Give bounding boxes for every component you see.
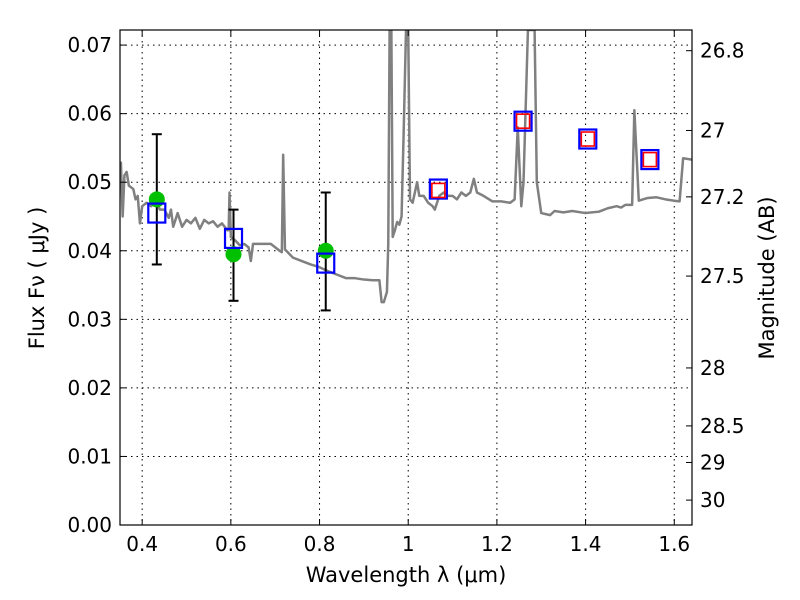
model-point [223, 227, 244, 250]
x-tick-label: 1.6 [658, 532, 690, 556]
right-tick-label: 29 [700, 450, 725, 474]
x-tick-label: 0.8 [304, 532, 336, 556]
plot-area [120, 30, 692, 312]
x-axis-label: Wavelength λ (μm) [306, 563, 507, 587]
model2-point [580, 131, 596, 147]
right-axis-label: Magnitude (AB) [755, 196, 779, 359]
y-tick-label: 0.05 [67, 170, 112, 194]
y-tick-label: 0.00 [67, 513, 112, 537]
x-tick-label: 1.2 [481, 532, 513, 556]
right-tick-label: 27.2 [700, 185, 745, 209]
right-tick-label: 28 [700, 356, 725, 380]
model-point [428, 178, 448, 200]
plot-frame [119, 29, 693, 526]
model2-point [642, 151, 658, 168]
model-point [578, 128, 598, 150]
x-tick-label: 0.4 [126, 532, 158, 556]
x-tick-label: 1.4 [570, 532, 602, 556]
model-point [640, 148, 660, 171]
y-tick-label: 0.03 [67, 307, 112, 331]
observed-point [148, 191, 165, 208]
observed-point [225, 246, 242, 263]
right-tick-label: 28.5 [700, 414, 745, 438]
right-tick-label: 30 [700, 488, 725, 512]
y-tick-label: 0.04 [67, 239, 112, 263]
right-tick-label: 26.8 [700, 39, 745, 63]
model-point [513, 110, 533, 132]
model2-point [431, 182, 446, 199]
axes: 0.4 0.6 0.8 1 1.2 1.4 1.6 0.00 0.01 0.02 0.03 0.04 0… [67, 30, 745, 556]
right-tick-label: 27.5 [700, 264, 745, 288]
right-tick-label: 27 [700, 118, 725, 142]
model-point [316, 252, 336, 274]
y-tick-label: 0.02 [67, 376, 112, 400]
model2-point [515, 113, 531, 129]
x-tick-label: 0.6 [215, 532, 247, 556]
spectrum-line [120, 30, 692, 304]
model-point [147, 202, 167, 224]
y-tick-label: 0.01 [67, 444, 112, 468]
x-tick-label: 1 [402, 532, 415, 556]
y-tick-label: 0.07 [67, 33, 112, 57]
y-tick-label: 0.06 [67, 102, 112, 126]
observed-point [317, 242, 334, 259]
grid [120, 30, 692, 526]
y-axis-label: Flux Fν ( μJy ) [25, 207, 49, 350]
